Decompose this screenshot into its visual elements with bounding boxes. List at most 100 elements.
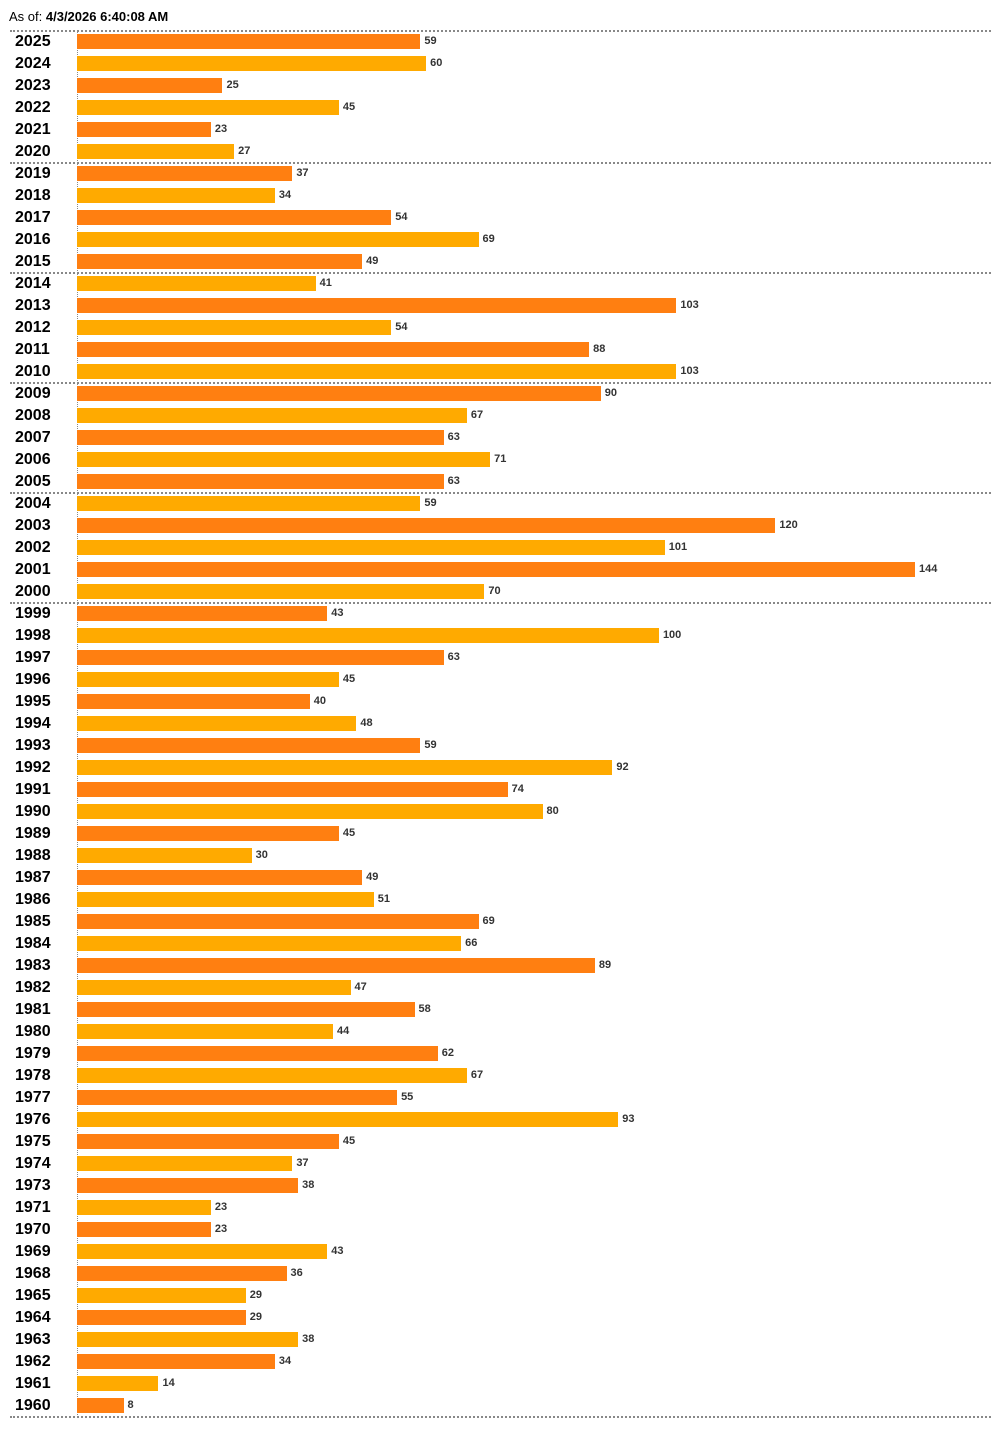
data-label: 45 [342,101,356,113]
category-label: 2024 [15,55,51,72]
data-label: 62 [441,1047,455,1059]
chart-row: 1985 69 [10,911,991,933]
data-label: 44 [337,1025,350,1037]
bar [77,1156,293,1171]
chart-row: 2009 90 [10,382,991,405]
bar [77,78,223,93]
chart-row: 1970 23 [10,1219,991,1241]
category-label: 1961 [15,1375,51,1392]
chart-row: 1983 89 [10,955,991,977]
chart-row: 1968 36 [10,1263,991,1285]
category-label: 1984 [15,935,51,952]
data-label: 40 [313,695,327,707]
category-label: 2002 [15,539,51,556]
data-label: 29 [249,1311,262,1323]
as-of-label: As of: [9,9,43,24]
category-label: 2020 [15,143,51,160]
category-label: 1977 [15,1089,51,1106]
data-label: 55 [401,1091,414,1103]
bar [77,1288,246,1303]
chart-row: 1969 43 [10,1241,991,1263]
bar [77,56,427,71]
category-label: 1997 [15,649,51,666]
category-label: 2006 [15,451,51,468]
bar [77,496,421,511]
data-label: 23 [214,1223,228,1235]
data-label: 70 [488,585,501,597]
bar [77,100,339,115]
data-label: 100 [662,629,682,641]
data-label: 59 [424,35,437,47]
chart-row: 1981 58 [10,999,991,1021]
chart-row: 1960 8 [10,1395,991,1417]
data-label: 14 [162,1377,175,1389]
category-label: 1968 [15,1265,51,1282]
bar [77,1376,159,1391]
chart-row: 1997 63 [10,647,991,669]
chart-row: 2015 49 [10,251,991,273]
category-label: 2000 [15,583,51,600]
data-label: 37 [296,167,309,179]
data-label: 38 [302,1179,315,1191]
data-label: 144 [919,563,938,575]
bar [77,958,595,973]
chart-row: 1994 48 [10,713,991,735]
chart-row: 1984 66 [10,933,991,955]
bar [77,1002,415,1017]
data-label: 45 [342,1135,356,1147]
bar [77,716,357,731]
category-label: 2001 [15,561,51,578]
bar [77,804,543,819]
category-label: 2023 [15,77,51,94]
chart-row: 1979 62 [10,1043,991,1065]
chart-row: 1975 45 [10,1131,991,1153]
as-of-timestamp: As of: 4/3/2026 6:40:08 AM [9,9,168,24]
category-label: 1962 [15,1353,51,1370]
chart-row: 1992 92 [10,757,991,779]
chart-row: 2006 71 [10,449,991,471]
chart-row: 1980 44 [10,1021,991,1043]
chart-row: 1965 29 [10,1285,991,1307]
data-label: 120 [779,519,798,531]
category-label: 1971 [15,1199,51,1216]
data-label: 34 [278,1355,292,1367]
category-label: 2011 [15,341,50,358]
bar [77,430,444,445]
chart-row: 1998 100 [10,625,991,647]
bar [77,782,508,797]
data-label: 80 [546,805,559,817]
data-label: 45 [342,827,356,839]
chart-row: 1990 80 [10,801,991,823]
data-label: 29 [249,1289,262,1301]
category-label: 1988 [15,847,51,864]
bar [77,1222,211,1237]
data-label: 92 [616,761,629,773]
chart-row: 1974 37 [10,1153,991,1175]
bar [77,738,421,753]
bar [77,826,339,841]
bar [77,254,363,269]
category-label: 2015 [15,253,51,270]
data-label: 67 [470,409,484,421]
chart-row: 2003 120 [10,515,991,537]
chart-row: 1995 40 [10,691,991,713]
chart-row: 1978 67 [10,1065,991,1087]
chart-row: 1963 38 [10,1329,991,1351]
data-label: 67 [470,1069,484,1081]
category-label: 1996 [15,671,51,688]
category-label: 1964 [15,1309,51,1326]
bar [77,870,363,885]
data-label: 49 [366,871,379,883]
category-label: 1986 [15,891,51,908]
chart-row: 2017 54 [10,207,991,229]
category-label: 2007 [15,429,51,446]
data-label: 66 [465,937,478,949]
bar [77,980,351,995]
bar [77,694,310,709]
category-label: 2016 [15,231,51,248]
chart-row: 1993 59 [10,735,991,757]
data-label: 23 [214,1201,228,1213]
category-label: 2025 [15,33,51,50]
data-label: 43 [331,607,344,619]
bar [77,1200,211,1215]
